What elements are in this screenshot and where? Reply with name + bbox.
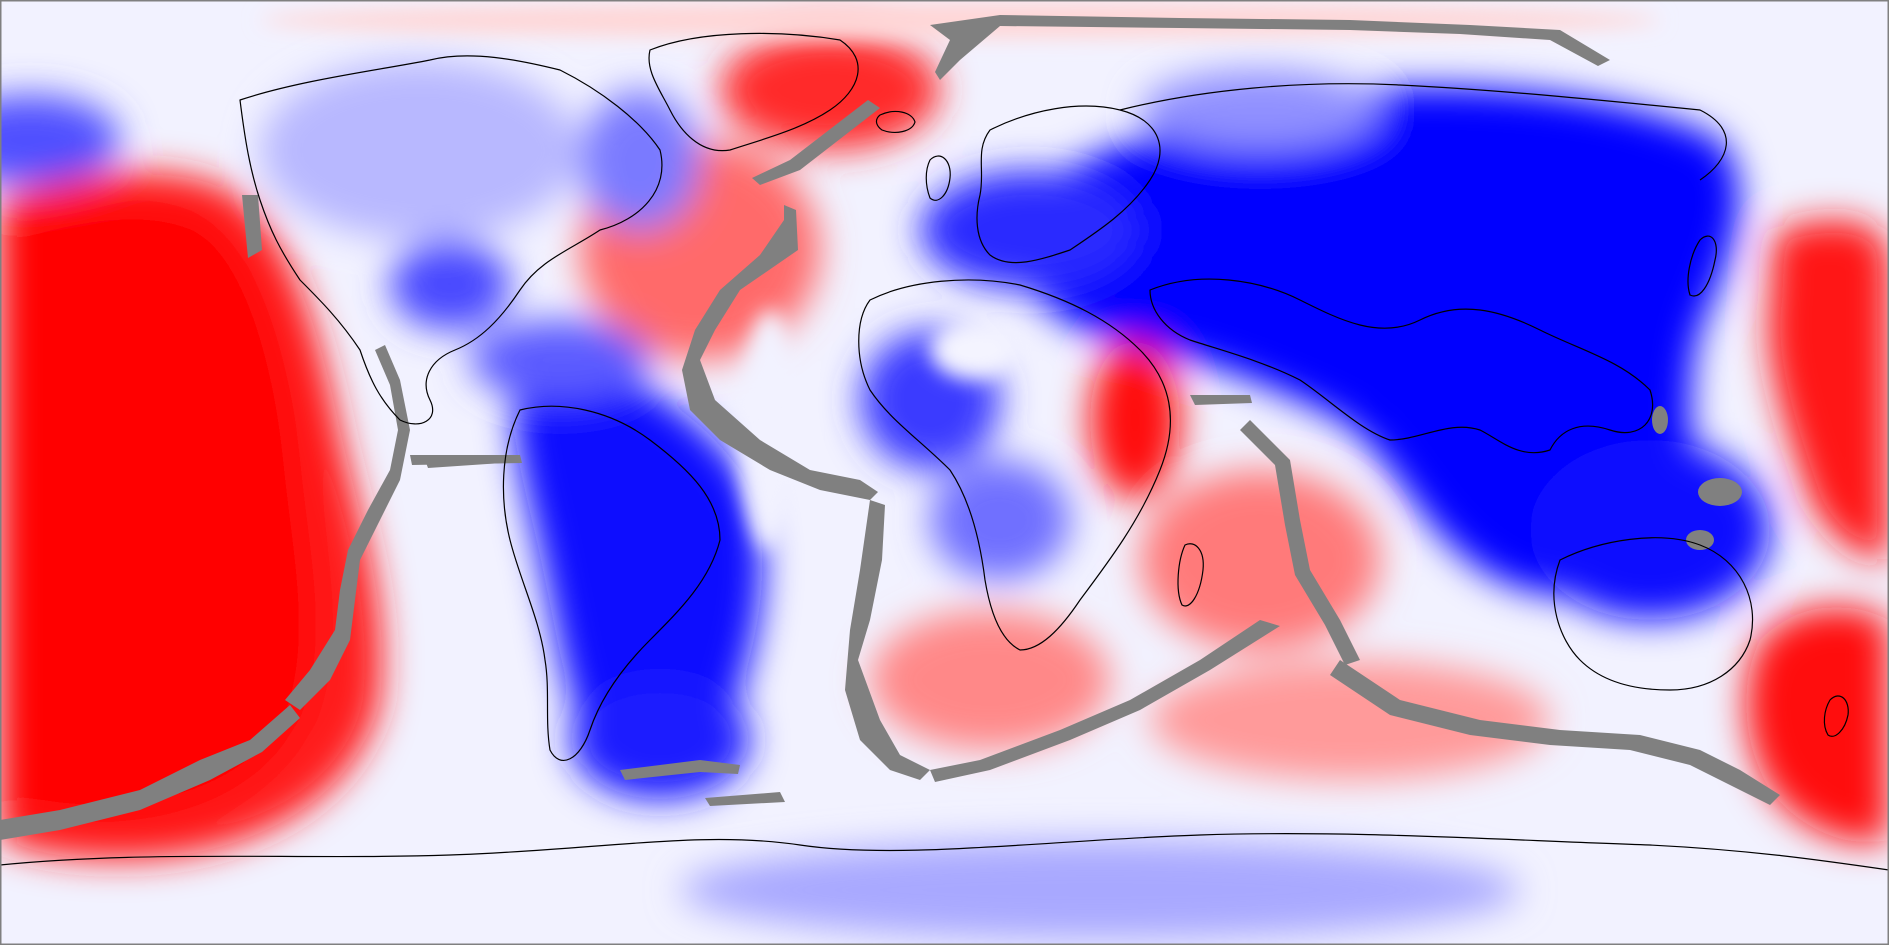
north-america-coastline (239, 55, 663, 425)
southeast-indian-ridge (1330, 660, 1780, 805)
congo-blue-anomaly (930, 460, 1070, 580)
asia-coastline (1149, 278, 1654, 454)
mid-atlantic-white-band (740, 310, 800, 550)
anomaly-field (0, 30, 1889, 940)
japan-coastline (1687, 235, 1717, 297)
gulf-of-aden-ridge (1190, 395, 1252, 405)
uk-coastline (925, 155, 951, 201)
philippines-mask (1652, 406, 1668, 434)
north-pacific-blue-anomaly (0, 95, 120, 185)
antarctic-blue-anomaly (680, 840, 1520, 940)
iceland-coastline (875, 110, 916, 133)
greenland-coastline (648, 32, 859, 152)
anomaly-detail (260, 2, 1660, 550)
reykjanes-ridge (752, 100, 880, 185)
mid-atlantic-ridge-north (682, 205, 878, 500)
labrador-blue-anomaly (580, 90, 700, 230)
madagascar-coastline (1177, 543, 1204, 607)
europe-coastline (976, 105, 1161, 264)
australia-blue-anomaly (1530, 440, 1770, 620)
south-america-coastline (502, 405, 721, 761)
ridge-mask (0, 15, 1780, 840)
pacific-antarctic-ridge (0, 705, 300, 840)
south-atlantic-red-anomaly (870, 610, 1110, 750)
pacific-red-core (0, 201, 316, 822)
siberia-light-anomaly (1140, 70, 1380, 150)
scotia-arc-south (705, 792, 785, 806)
east-africa-red-anomaly (1090, 340, 1180, 500)
west-pacific-red-anomaly (1768, 220, 1889, 560)
southern-ocean-red-anomaly (1150, 660, 1550, 780)
mid-atlantic-ridge-south (845, 500, 930, 780)
juan-de-fuca-ridge (242, 195, 262, 258)
northern-asia-coastline (1119, 83, 1727, 181)
new-zealand-coastline (1823, 695, 1849, 737)
png-mask (1686, 530, 1714, 550)
central-indian-ridge (1240, 420, 1360, 665)
north-america-blue-anomaly (260, 60, 580, 240)
southwest-indian-ridge (930, 620, 1280, 782)
arctic-ridge (930, 15, 1610, 80)
coastlines (0, 32, 1889, 871)
greenland-red-anomaly (720, 30, 940, 150)
sahara-white-patch (930, 320, 1020, 380)
caribbean-blue-anomaly (470, 320, 650, 400)
gulf-blue-anomaly (390, 240, 510, 330)
indonesia-mask (1698, 478, 1742, 506)
new-zealand-red-anomaly (1746, 606, 1889, 843)
europe-blue-anomaly (920, 170, 1140, 290)
scotia-arc (620, 760, 740, 780)
drake-blue-anomaly (570, 680, 750, 800)
atlantic-caribbean-mask (425, 455, 502, 468)
china-blue-core (1350, 210, 1590, 430)
antarctica-coastline (0, 833, 1889, 871)
africa-coastline (858, 279, 1171, 651)
east-pacific-rise (285, 345, 410, 710)
australia-coastline (1553, 537, 1754, 691)
south-america-blue-anomaly (513, 365, 763, 784)
